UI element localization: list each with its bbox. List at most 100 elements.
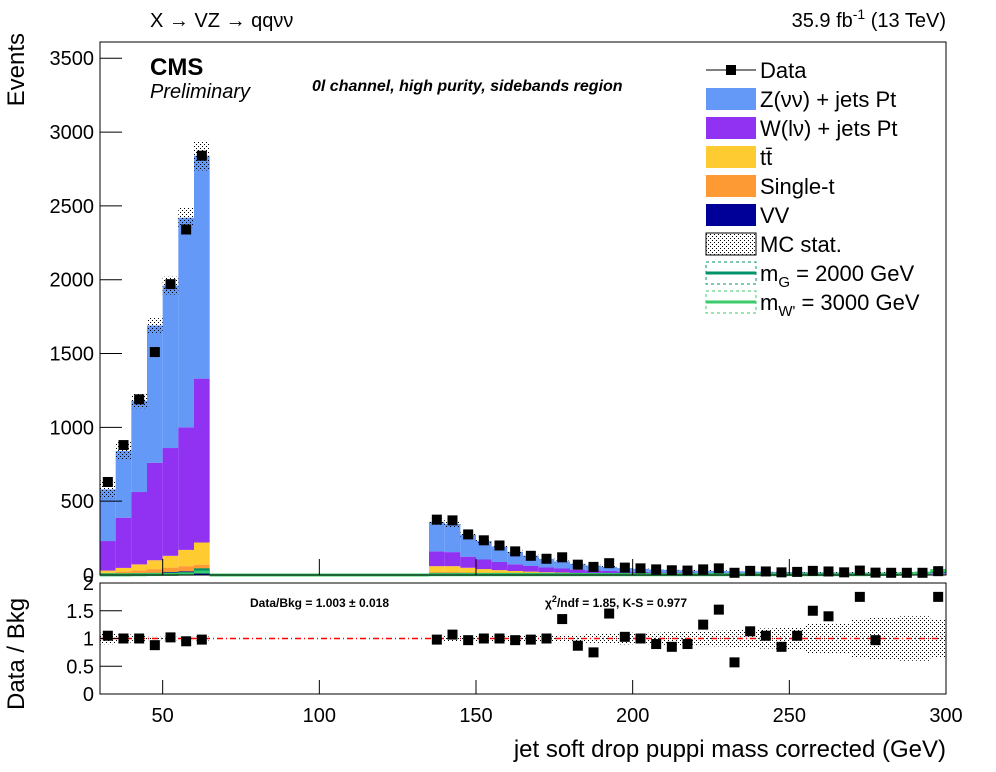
data-point [447,515,458,526]
chart-title: X → VZ → qqνν [150,10,293,32]
stack-bar [100,489,116,542]
data-point [102,476,113,487]
ratio-point [541,633,552,644]
stack-bar [444,524,461,553]
ratio-point [588,647,599,658]
stack-bar [194,155,210,379]
stack-bar [460,556,476,568]
data-point [729,567,740,578]
stack-bar [115,571,132,574]
ratio-point [463,635,474,646]
data-point [901,567,912,578]
stack-bar [178,217,194,428]
ratio-point [102,630,113,641]
legend-label: MC stat. [760,232,842,257]
data-point [478,535,489,546]
ratio-point [698,619,709,630]
legend-name: m [760,290,778,315]
ratio-summary: Data/Bkg = 1.003 ± 0.018 [250,596,389,610]
ratio-point [933,591,944,602]
ratio-point [870,635,881,646]
data-point [118,440,129,451]
stack-bar [429,521,445,552]
stack-bar [147,560,163,570]
ratio-point [181,636,192,647]
stack-bar [100,541,116,571]
data-point [181,224,192,235]
data-point [666,565,677,576]
y-tick-label: 3500 [50,48,95,70]
data-point [572,559,583,570]
energy: (13 TeV) [865,10,946,32]
data-point [431,514,442,525]
ratio-point [525,634,536,645]
legend-sub: G [778,274,790,291]
ratio-point [510,635,521,646]
stack-bar [194,564,210,571]
stack-bar [131,564,147,571]
ratio-point [196,634,207,645]
data-point [541,553,552,564]
ratio-band [883,617,899,660]
data-point [933,566,944,577]
stack-bar [162,448,179,556]
ratio-point [651,639,662,650]
stack-bar [601,571,617,574]
stack-bar [178,566,194,572]
data-point [604,558,615,569]
ratio-y-tick-label: 1 [83,629,94,651]
stack-bar [617,571,633,574]
ratio-point [431,634,442,645]
x-tick-label: 150 [459,705,492,727]
data-point [807,565,818,576]
data-point [149,347,160,358]
stack-bar [115,450,132,518]
stack-bar [460,534,476,557]
stack-bar [476,559,492,570]
data-point [165,279,176,290]
legend-label: Single-t [760,174,835,199]
stack-bar [491,570,508,574]
data-point [525,550,536,561]
stack-bar [523,571,539,574]
stack-bar [162,555,179,568]
legend-label: mG = 2000 GeV [760,261,914,291]
legend-swatch [706,88,756,110]
stack-bar [194,378,210,543]
y-tick-label: 2000 [50,270,95,292]
x-tick-label: 50 [152,705,174,727]
x-tick-label: 100 [303,705,336,727]
upper-frame [99,41,947,576]
ratio-point [134,633,145,644]
ratio-band [805,623,821,654]
ratio-band [664,632,680,645]
region-annotation: 0l channel, high purity, sidebands regio… [312,78,623,95]
stack-bar [570,569,586,573]
chi-rest: /ndf = 1.85, K-S = 0.977 [557,596,687,610]
data-point [651,564,662,575]
ratio-band [648,632,664,645]
y-tick-label: 1000 [50,417,95,439]
stack-bar [131,400,147,493]
data-point [682,565,693,576]
data-point [134,394,145,405]
ratio-point [572,640,583,651]
data-point [792,566,803,577]
ratio-point [792,630,803,641]
stack-bar [523,565,539,572]
stack-bar [115,517,132,568]
ratio-y-axis-label: Data / Bkg [3,598,30,710]
y-tick-label: 1500 [50,344,95,366]
ratio-band [554,634,570,643]
y-tick-label: 500 [61,491,94,513]
data-point [463,529,474,540]
x-tick-label: 300 [929,705,962,727]
stack-bar [100,570,116,573]
legend-swatch [706,204,756,226]
stack-bar [507,571,523,574]
ratio-point [165,632,176,643]
stack-bar [178,427,194,550]
stack-bar [194,542,210,565]
ratio-y-tick-label: 2 [83,573,94,595]
